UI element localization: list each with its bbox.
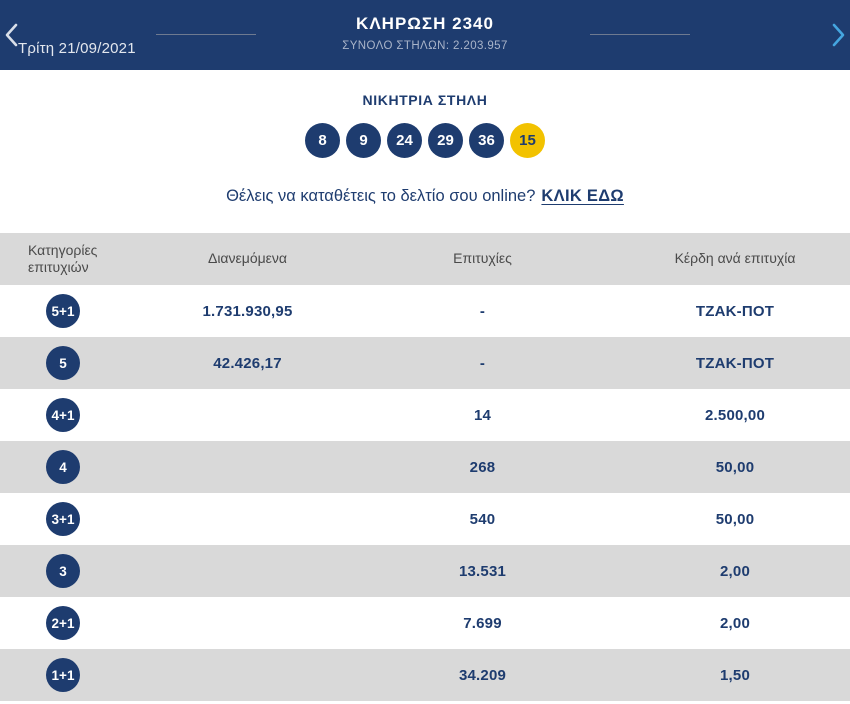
winners-cell: 34.209 <box>458 666 507 684</box>
draw-title-block: ΚΛΗΡΩΣΗ 2340 ΣΥΝΟΛΟ ΣΤΗΛΩΝ: 2.203.957 <box>0 0 850 52</box>
draw-header: Τρίτη 21/09/2021 ΚΛΗΡΩΣΗ 2340 ΣΥΝΟΛΟ ΣΤΗ… <box>0 0 850 70</box>
distributed-cell: 42.426,17 <box>213 354 282 372</box>
category-cell: 4 <box>0 450 150 484</box>
winning-number-ball: 8 <box>305 123 340 158</box>
prize-cell: 2,00 <box>720 562 750 580</box>
table-row: 4+1 14 2.500,00 <box>0 389 850 441</box>
column-header-winners: Επιτυχίες <box>453 250 512 267</box>
category-badge: 2+1 <box>46 606 80 640</box>
winners-cell: 268 <box>469 458 496 476</box>
table-row: 5 42.426,17 - ΤΖΑΚ-ΠΟΤ <box>0 337 850 389</box>
prize-cell: ΤΖΑΚ-ΠΟΤ <box>695 302 775 320</box>
category-badge: 3 <box>46 554 80 588</box>
next-draw-button[interactable] <box>832 23 845 47</box>
prize-cell: 2.500,00 <box>705 406 765 424</box>
winning-number-ball: 24 <box>387 123 422 158</box>
column-header-distributed: Διανεμόμενα <box>207 250 288 267</box>
category-cell: 4+1 <box>0 398 150 432</box>
winning-number-ball: 36 <box>469 123 504 158</box>
winners-cell: 14 <box>473 406 492 424</box>
chevron-left-icon <box>5 23 18 47</box>
prize-cell: 2,00 <box>720 614 750 632</box>
table-row: 5+1 1.731.930,95 - ΤΖΑΚ-ΠΟΤ <box>0 285 850 337</box>
category-badge: 4 <box>46 450 80 484</box>
category-cell: 1+1 <box>0 658 150 692</box>
joker-number-ball: 15 <box>510 123 545 158</box>
table-header-row: Κατηγορίες επιτυχιών Διανεμόμενα Επιτυχί… <box>0 233 850 285</box>
chevron-right-icon <box>832 23 845 47</box>
prize-cell: ΤΖΑΚ-ΠΟΤ <box>695 354 775 372</box>
prize-cell: 50,00 <box>715 458 755 476</box>
table-row: 1+1 34.209 1,50 <box>0 649 850 701</box>
previous-draw-button[interactable] <box>5 23 18 47</box>
winning-column-section: ΝΙΚΗΤΡΙΑ ΣΤΗΛΗ 8 9 24 29 36 15 Θέλεις να κατα… <box>0 70 850 206</box>
prize-results-table: Κατηγορίες επιτυχιών Διανεμόμενα Επιτυχί… <box>0 233 850 701</box>
category-badge: 5 <box>46 346 80 380</box>
category-cell: 3+1 <box>0 502 150 536</box>
total-columns-label: ΣΥΝΟΛΟ ΣΤΗΛΩΝ: 2.203.957 <box>342 40 508 52</box>
winning-number-ball: 29 <box>428 123 463 158</box>
divider-line-right <box>590 34 690 35</box>
category-badge: 3+1 <box>46 502 80 536</box>
prize-cell: 1,50 <box>720 666 750 684</box>
category-badge: 1+1 <box>46 658 80 692</box>
click-here-link[interactable]: ΚΛΙΚ ΕΔΩ <box>541 187 624 205</box>
draw-date: Τρίτη 21/09/2021 <box>18 40 136 57</box>
online-cta: Θέλεις να καταθέτεις το δελτίο σου onlin… <box>0 187 850 206</box>
winners-cell: 13.531 <box>458 562 507 580</box>
category-cell: 2+1 <box>0 606 150 640</box>
online-cta-text: Θέλεις να καταθέτεις το δελτίο σου onlin… <box>226 187 536 205</box>
category-cell: 3 <box>0 554 150 588</box>
winning-number-ball: 9 <box>346 123 381 158</box>
prize-cell: 50,00 <box>715 510 755 528</box>
table-row: 3 13.531 2,00 <box>0 545 850 597</box>
category-cell: 5+1 <box>0 294 150 328</box>
table-body: 5+1 1.731.930,95 - ΤΖΑΚ-ΠΟΤ 5 42.426,17 - ΤΖΑΚ-… <box>0 285 850 701</box>
category-badge: 4+1 <box>46 398 80 432</box>
winners-cell: - <box>479 302 486 320</box>
winning-numbers-row: 8 9 24 29 36 15 <box>0 123 850 158</box>
divider-line-left <box>156 34 256 35</box>
column-header-categories: Κατηγορίες επιτυχιών <box>28 241 98 276</box>
winners-cell: - <box>479 354 486 372</box>
draw-title: ΚΛΗΡΩΣΗ 2340 <box>356 14 494 33</box>
table-row: 2+1 7.699 2,00 <box>0 597 850 649</box>
column-header-prize: Κέρδη ανά επιτυχία <box>674 250 796 267</box>
winners-cell: 540 <box>469 510 496 528</box>
winners-cell: 7.699 <box>463 614 502 632</box>
category-cell: 5 <box>0 346 150 380</box>
table-row: 4 268 50,00 <box>0 441 850 493</box>
table-row: 3+1 540 50,00 <box>0 493 850 545</box>
distributed-cell: 1.731.930,95 <box>202 302 293 320</box>
category-badge: 5+1 <box>46 294 80 328</box>
winning-column-heading: ΝΙΚΗΤΡΙΑ ΣΤΗΛΗ <box>362 92 488 108</box>
